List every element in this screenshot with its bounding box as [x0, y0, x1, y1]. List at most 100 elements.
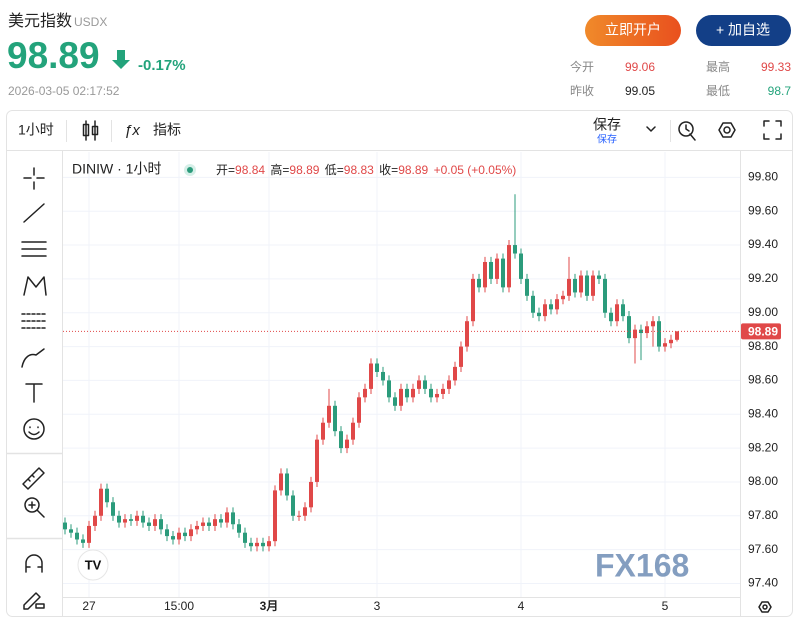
candle-body: [129, 519, 133, 521]
emoji-face: [28, 426, 40, 436]
settings-icon[interactable]: [718, 122, 736, 138]
candle-body: [633, 329, 637, 339]
brush-tool[interactable]: [21, 348, 45, 368]
candle-body: [603, 278, 607, 313]
trend-line-tool[interactable]: [23, 203, 45, 223]
save[interactable]: 保存: [593, 117, 621, 133]
candle-body: [315, 439, 319, 482]
fullscreen-icon[interactable]: [763, 120, 782, 140]
plot: [63, 194, 740, 552]
candle-body: [375, 363, 379, 372]
projection-tool[interactable]: [21, 313, 47, 329]
candle-body: [141, 515, 145, 523]
candle-body: [105, 488, 109, 503]
candle-body: [579, 275, 583, 293]
button-label: + 加自选: [716, 22, 770, 38]
candle-body: [285, 473, 289, 496]
magnet-tool[interactable]: [25, 554, 43, 573]
add-watchlist-button[interactable]: + 加自选: [696, 15, 791, 46]
candle-body: [429, 388, 433, 398]
candle-body: [81, 539, 85, 543]
candle-body: [387, 380, 391, 398]
pattern-tool[interactable]: [23, 276, 47, 296]
legend-value: 98.84: [235, 163, 265, 177]
last-price-tag: [741, 323, 781, 340]
candle-body: [111, 502, 115, 516]
legend-label: 高=: [270, 162, 289, 177]
alert-icon[interactable]: [678, 121, 696, 141]
indicators[interactable]: 指标: [153, 122, 181, 138]
y-tick-label: 99.40: [748, 237, 778, 251]
chart-style-icon[interactable]: [82, 120, 99, 141]
candle-body: [309, 481, 313, 508]
fx-icon: ƒx: [124, 122, 140, 139]
y-tick-label: 97.80: [748, 508, 778, 522]
candle-body: [243, 532, 247, 543]
stat-label: 最高: [706, 59, 730, 74]
zoom-tool[interactable]: [24, 497, 45, 518]
emoji-tool[interactable]: [23, 418, 45, 440]
drawing-tools: [6, 167, 63, 610]
x-tick-label: 5: [662, 599, 669, 613]
status-dot: [187, 167, 193, 173]
save-menu-icon[interactable]: [646, 126, 656, 132]
candle-body: [675, 331, 679, 340]
legend-label: 开=: [216, 163, 235, 177]
candle-body: [207, 522, 211, 526]
candle-body: [351, 422, 355, 440]
candle-body: [423, 380, 427, 389]
candle-body: [219, 519, 223, 523]
candle-body: [237, 524, 241, 533]
candle-body: [645, 326, 649, 334]
y-tick-label: 99.60: [748, 203, 778, 217]
candle-body: [447, 380, 451, 389]
price-change: -0.17%: [138, 57, 186, 74]
candle-body: [165, 529, 169, 537]
candle-body: [453, 366, 457, 381]
candle-body: [135, 515, 139, 521]
y-tick-label: 99.00: [748, 305, 778, 319]
interval[interactable]: 1小时: [18, 122, 54, 138]
candle-body: [405, 388, 409, 398]
button-bg: [585, 15, 681, 46]
stat-value: 99.06: [625, 60, 655, 74]
candle-body: [99, 488, 103, 516]
legend-value: 98.89: [398, 163, 428, 177]
candle-body: [459, 346, 463, 367]
stat-label: 昨收: [570, 84, 594, 98]
x-tick-label: 3月: [260, 599, 279, 613]
candle-body: [75, 532, 79, 540]
axis-settings-icon[interactable]: [758, 601, 772, 613]
stat-value: 98.7: [768, 84, 792, 98]
x-tick-label: 4: [518, 599, 525, 613]
candle-body: [123, 519, 127, 523]
candle-body: [615, 304, 619, 322]
x-tick-label: 27: [82, 599, 96, 613]
legend-label: 低=: [325, 163, 344, 177]
candle-body: [213, 519, 217, 526]
candle-body: [591, 275, 595, 296]
stat-value: 99.33: [761, 60, 791, 74]
candle-body: [321, 422, 325, 440]
candle-body: [273, 490, 277, 542]
candle-body: [555, 299, 559, 310]
text-tool[interactable]: [25, 383, 43, 403]
candle-body: [369, 363, 373, 389]
candle-body: [159, 519, 163, 530]
lock-tool[interactable]: [23, 592, 45, 610]
candle-body: [411, 388, 415, 398]
candle-body: [489, 261, 493, 279]
candle-body: [69, 529, 73, 533]
crosshair-tool[interactable]: [23, 167, 45, 190]
candle-body: [333, 405, 337, 432]
candle-body: [531, 295, 535, 313]
candle-body: [525, 278, 529, 296]
legend-value: 98.89: [289, 163, 319, 177]
ruler-tool[interactable]: [22, 467, 45, 490]
candle-body: [483, 261, 487, 288]
fib-tool[interactable]: [21, 241, 47, 257]
tradingview-logo: TV: [77, 549, 109, 581]
y-tick-label: 98.60: [748, 373, 778, 387]
candle-body: [567, 278, 571, 296]
open-account-button[interactable]: 立即开户: [585, 15, 681, 46]
